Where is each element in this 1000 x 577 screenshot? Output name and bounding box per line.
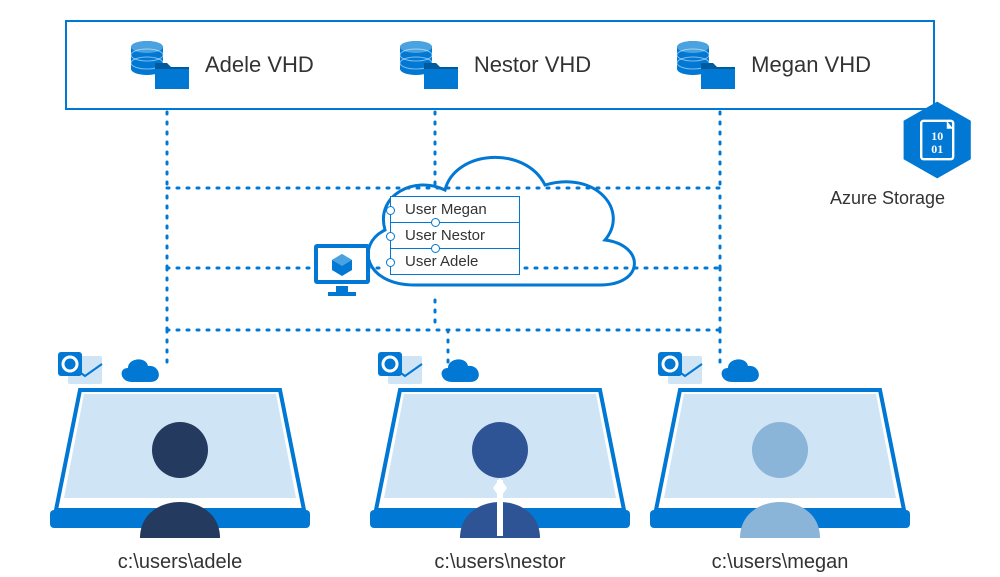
session-user-row: User Adele <box>390 249 520 275</box>
cloud-small-icon <box>122 359 159 382</box>
azure-storage-label: Azure Storage <box>830 188 945 209</box>
client-profile-path: c:\users\adele <box>40 551 320 574</box>
db-folder-icon <box>398 39 462 91</box>
vm-monitor-icon <box>310 238 374 307</box>
vhd-item: Megan VHD <box>675 39 871 91</box>
outlook-icon <box>378 352 422 384</box>
db-folder-icon <box>129 39 193 91</box>
client-profile-path: c:\users\megan <box>640 551 920 574</box>
vhd-label: Nestor VHD <box>474 52 591 78</box>
outlook-icon <box>58 352 102 384</box>
session-user-list: User MeganUser NestorUser Adele <box>390 196 520 275</box>
cloud-small-icon <box>722 359 759 382</box>
azure-storage-icon: 10 01 <box>902 100 972 185</box>
vhd-item: Adele VHD <box>129 39 314 91</box>
client-workstation: c:\users\adele <box>40 350 320 574</box>
vhd-label: Megan VHD <box>751 52 871 78</box>
session-user-row: User Megan <box>390 196 520 223</box>
session-user-row: User Nestor <box>390 223 520 249</box>
vhd-item: Nestor VHD <box>398 39 591 91</box>
cloud-small-icon <box>442 359 479 382</box>
svg-text:01: 01 <box>931 142 943 156</box>
db-folder-icon <box>675 39 739 91</box>
client-workstation: c:\users\nestor <box>360 350 640 574</box>
storage-container: Adele VHD Nestor VHD Megan VHD <box>65 20 935 110</box>
outlook-icon <box>658 352 702 384</box>
vhd-label: Adele VHD <box>205 52 314 78</box>
client-workstation: c:\users\megan <box>640 350 920 574</box>
client-profile-path: c:\users\nestor <box>360 551 640 574</box>
svg-text:10: 10 <box>931 129 943 143</box>
